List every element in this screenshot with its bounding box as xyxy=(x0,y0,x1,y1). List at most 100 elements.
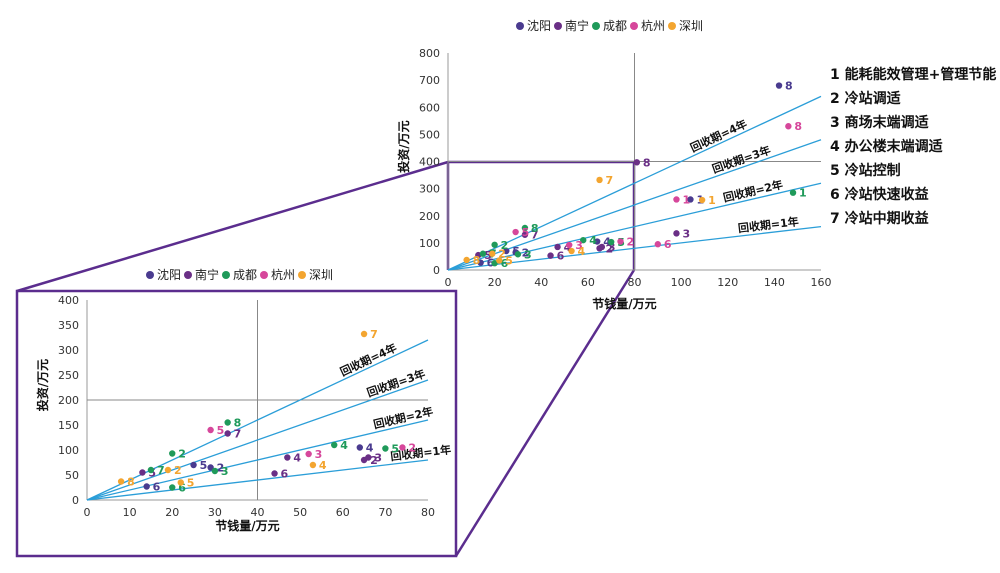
y-tick-label: 200 xyxy=(58,394,79,407)
legend-label-4: 深圳 xyxy=(679,19,703,33)
y-tick-label: 300 xyxy=(419,183,440,196)
data-point-label: 8 xyxy=(531,222,539,235)
legend-label-2: 成都 xyxy=(233,268,257,282)
x-tick-label: 60 xyxy=(336,506,350,519)
data-point xyxy=(512,228,519,236)
legend-label-3: 杭州 xyxy=(641,18,665,33)
data-point xyxy=(164,466,172,474)
data-point-label: 4 xyxy=(578,245,586,258)
strategy-item: 2 冷站调适 xyxy=(830,90,901,107)
data-point xyxy=(489,250,496,257)
data-point xyxy=(673,196,680,203)
data-point-label: 8 xyxy=(643,156,651,169)
data-point-label: 5 xyxy=(187,477,195,490)
data-point xyxy=(177,479,184,486)
data-point-label: 6 xyxy=(178,482,186,495)
data-point-label: 3 xyxy=(315,448,323,461)
data-point-label: 5 xyxy=(148,467,156,480)
data-point-label: 3 xyxy=(221,465,229,478)
legend-marker-4 xyxy=(298,271,306,279)
data-point-label: 2 xyxy=(522,246,530,259)
data-point xyxy=(147,466,155,474)
data-point xyxy=(673,230,680,237)
data-point xyxy=(594,238,601,245)
y-tick-label: 600 xyxy=(419,101,440,114)
data-point-label: 3 xyxy=(575,239,583,252)
data-point xyxy=(207,464,214,471)
data-point-label: 2 xyxy=(370,454,378,467)
legend-label-2: 成都 xyxy=(603,19,627,33)
x-tick-label: 20 xyxy=(488,276,502,289)
y-tick-label: 150 xyxy=(58,419,79,432)
data-point xyxy=(633,159,641,166)
data-point xyxy=(785,123,792,130)
data-point-label: 4 xyxy=(340,439,348,452)
data-point-label: 4 xyxy=(603,236,611,249)
data-point-label: 4 xyxy=(319,459,327,472)
data-point-label: 6 xyxy=(664,238,672,251)
y-tick-label: 100 xyxy=(419,237,440,250)
data-point-label: 8 xyxy=(785,80,793,93)
data-point xyxy=(271,470,278,477)
data-point-label: 3 xyxy=(682,227,690,240)
y-tick-label: 700 xyxy=(419,74,440,87)
data-point-label: 3 xyxy=(608,241,616,254)
data-point xyxy=(382,445,389,452)
data-point xyxy=(687,196,694,203)
x-tick-label: 0 xyxy=(84,506,91,519)
data-point-label: 4 xyxy=(366,442,374,455)
data-point-label: 2 xyxy=(178,448,186,461)
data-point-label: 8 xyxy=(234,417,242,430)
data-point xyxy=(566,241,573,249)
data-point xyxy=(654,241,662,248)
payback-line-1y xyxy=(86,459,429,501)
data-point xyxy=(331,441,338,449)
data-point-label: 4 xyxy=(589,234,597,247)
y-tick-label: 250 xyxy=(58,369,79,382)
y-tick-label: 200 xyxy=(419,210,440,223)
payback-line-label-2y: 回收期=2年 xyxy=(722,177,784,204)
data-point xyxy=(139,469,146,476)
legend-marker-0 xyxy=(516,22,524,30)
legend-label-0: 沈阳 xyxy=(527,18,551,33)
legend-marker-3 xyxy=(630,22,638,30)
y-tick-label: 0 xyxy=(433,264,440,277)
y-axis-title: 投资/万元 xyxy=(396,120,411,172)
data-point-label: 8 xyxy=(473,254,481,267)
data-point-label: 6 xyxy=(557,250,565,263)
x-tick-label: 140 xyxy=(764,276,785,289)
data-point-label: 8 xyxy=(127,476,135,489)
payback-line-label-4y: 回收期=4年 xyxy=(338,340,399,379)
data-point xyxy=(580,236,587,244)
data-point-label: 5 xyxy=(391,443,399,456)
payback-line-4y xyxy=(447,95,822,271)
data-point-label: 7 xyxy=(157,464,165,477)
strategy-item: 5 冷站控制 xyxy=(830,162,901,179)
y-tick-label: 0 xyxy=(72,494,79,507)
legend-label-0: 沈阳 xyxy=(157,267,181,282)
x-tick-label: 30 xyxy=(208,506,222,519)
data-point xyxy=(224,430,231,437)
y-tick-label: 50 xyxy=(65,469,79,482)
strategy-item: 6 冷站快速收益 xyxy=(830,186,929,203)
data-point-label: 3 xyxy=(374,452,382,465)
data-point xyxy=(521,231,529,238)
data-point xyxy=(207,426,214,434)
data-point xyxy=(143,483,150,490)
legend-marker-2 xyxy=(222,271,230,279)
inset-frame xyxy=(15,289,458,558)
x-tick-label: 40 xyxy=(534,276,548,289)
data-point xyxy=(309,461,317,469)
data-point xyxy=(775,82,783,89)
strategy-item: 1 能耗能效管理+管理节能 xyxy=(830,66,996,83)
data-point-label: 1 xyxy=(708,194,716,207)
x-tick-label: 100 xyxy=(671,276,692,289)
y-tick-label: 800 xyxy=(419,47,440,60)
data-point xyxy=(117,478,125,485)
data-point-label: 3 xyxy=(524,248,532,261)
data-point-label: 6 xyxy=(153,481,161,494)
legend-marker-3 xyxy=(260,271,268,279)
data-point-label: 1 xyxy=(799,187,807,200)
x-tick-label: 10 xyxy=(123,506,137,519)
